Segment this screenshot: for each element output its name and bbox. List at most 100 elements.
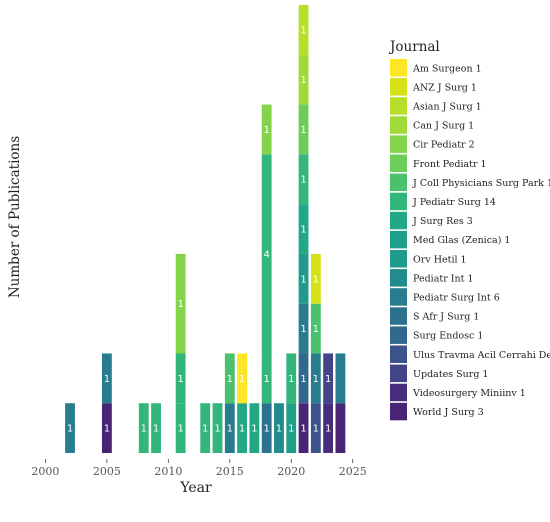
bar-segment-label-2005-1: 1 xyxy=(104,374,110,385)
bar-segment-2023-0 xyxy=(323,403,334,453)
legend-swatch-11 xyxy=(390,269,407,287)
legend-label-4: Cir Pediatr 2 xyxy=(413,140,475,151)
legend-swatch-15 xyxy=(390,345,407,363)
bar-segment-2021-1 xyxy=(298,353,309,404)
bar-segment-2018-2 xyxy=(261,154,272,354)
legend-swatch-5 xyxy=(390,154,407,172)
bar-segment-label-2013-0: 1 xyxy=(202,424,208,435)
bar-segment-2021-2 xyxy=(298,303,309,354)
bar-segment-2022-2 xyxy=(310,303,321,354)
bar-segment-label-2022-3: 1 xyxy=(313,274,319,285)
bar-segment-2018-3 xyxy=(261,104,272,155)
bar-segment-2022-3 xyxy=(310,253,321,304)
bar-segment-2021-0 xyxy=(298,403,309,453)
legend-swatch-7 xyxy=(390,192,407,211)
legend-label-12: Pediatr Surg Int 6 xyxy=(413,292,500,303)
legend-label-17: Videosurgery Miniinv 1 xyxy=(412,388,526,399)
bar-segment-2021-7 xyxy=(298,54,309,105)
bar-segment-2021-5 xyxy=(298,154,309,205)
legend-label-18: World J Surg 3 xyxy=(413,407,484,418)
bar-segment-label-2021-6: 1 xyxy=(300,125,306,136)
bar-segment-label-2018-0: 1 xyxy=(263,424,269,435)
legend-swatch-4 xyxy=(390,135,407,153)
bar-segment-2021-4 xyxy=(298,204,309,254)
bar-segment-2020-1 xyxy=(286,353,297,404)
legend-label-2: Asian J Surg 1 xyxy=(412,101,482,112)
legend-label-10: Orv Hetil 1 xyxy=(413,254,467,265)
bar-segment-2011-0 xyxy=(175,403,186,453)
bar-segment-2016-1 xyxy=(237,353,248,404)
legend-swatch-12 xyxy=(390,288,407,306)
bar-segment-2023-1 xyxy=(323,353,334,404)
x-axis-title: Year xyxy=(179,480,212,496)
bar-segment-2014-0 xyxy=(212,403,223,453)
bar-segment-label-2021-1: 1 xyxy=(300,374,306,385)
x-tick-label-2020: 2020 xyxy=(277,465,305,478)
bar-segment-label-2008-0: 1 xyxy=(141,424,147,435)
legend-label-15: Ulus Travma Acil Cerrahi Derg 1 xyxy=(413,350,550,361)
legend-label-11: Pediatr Int 1 xyxy=(413,273,474,284)
x-tick-label-2010: 2010 xyxy=(154,465,182,478)
bar-segment-label-2021-8: 1 xyxy=(300,25,306,36)
legend-title: Journal xyxy=(388,39,440,55)
bar-segment-label-2020-1: 1 xyxy=(288,374,294,385)
legend-label-13: S Afr J Surg 1 xyxy=(413,312,479,323)
bar-segment-2019-0 xyxy=(274,403,284,453)
bar-segment-2011-1 xyxy=(175,353,186,404)
bar-segment-2024-0 xyxy=(335,403,346,453)
bar-segment-label-2020-0: 1 xyxy=(288,424,294,435)
bar-segment-2009-0 xyxy=(151,403,161,453)
legend-label-7: J Pediatr Surg 14 xyxy=(412,197,496,208)
bar-segment-label-2018-3: 1 xyxy=(263,125,269,136)
x-axis: 2000 2005 2010 2015 2020 2025 xyxy=(31,459,367,478)
bar-segment-2002-0 xyxy=(65,403,75,453)
bar-segment-label-2023-1: 1 xyxy=(325,374,331,385)
legend-swatch-13 xyxy=(390,307,407,325)
legend-label-0: Am Surgeon 1 xyxy=(412,63,482,74)
bar-segment-label-2022-0: 1 xyxy=(313,424,319,435)
bar-segment-label-2009-0: 1 xyxy=(153,424,159,435)
bar-segment-label-2015-0: 1 xyxy=(227,424,233,435)
legend-swatch-17 xyxy=(390,383,407,402)
y-axis-title: Number of Publications xyxy=(7,136,23,298)
bar-segment-label-2016-1: 1 xyxy=(239,374,245,385)
bar-segment-label-2021-7: 1 xyxy=(300,75,306,86)
bar-segment-2021-3 xyxy=(298,253,309,304)
bar-segment-2020-0 xyxy=(286,403,297,453)
bar-segment-2015-0 xyxy=(224,403,235,453)
bar-segment-2018-1 xyxy=(261,353,272,404)
bar-segment-2005-1 xyxy=(101,353,112,404)
legend-swatch-1 xyxy=(390,78,407,96)
legend-swatch-3 xyxy=(390,116,407,134)
bar-segment-label-2011-2: 1 xyxy=(177,299,183,310)
bar-segment-2021-8 xyxy=(298,5,309,55)
legend-label-16: Updates Surg 1 xyxy=(413,369,488,380)
legend-label-6: J Coll Physicians Surg Park 1 xyxy=(412,178,550,189)
bar-segment-label-2015-1: 1 xyxy=(227,374,233,385)
bar-segment-label-2016-0: 1 xyxy=(239,424,245,435)
bar-segment-label-2011-0: 1 xyxy=(177,424,183,435)
bar-segment-2024-1 xyxy=(335,353,346,404)
bar-segment-label-2014-0: 1 xyxy=(214,424,220,435)
bar-segment-label-2021-5: 1 xyxy=(300,175,306,186)
bar-segment-2015-1 xyxy=(224,353,235,404)
legend-swatch-9 xyxy=(390,230,407,249)
bar-segment-2018-0 xyxy=(261,403,272,453)
bar-segment-label-2021-3: 1 xyxy=(300,274,306,285)
bar-segment-label-2022-2: 1 xyxy=(313,324,319,335)
x-tick-label-2015: 2015 xyxy=(216,465,244,478)
bar-segment-label-2002-0: 1 xyxy=(67,424,73,435)
bar-segment-label-2021-4: 1 xyxy=(300,225,306,236)
bar-segment-label-2022-1: 1 xyxy=(313,374,319,385)
legend-label-3: Can J Surg 1 xyxy=(413,121,474,132)
bar-segment-label-2017-0: 1 xyxy=(251,424,257,435)
bar-segment-label-2021-2: 1 xyxy=(300,324,306,335)
legend-label-1: ANZ J Surg 1 xyxy=(412,82,477,93)
bar-segment-label-2018-1: 1 xyxy=(263,374,269,385)
bar-segment-2017-0 xyxy=(249,403,260,453)
bar-segment-2008-0 xyxy=(138,403,149,453)
bar-segment-2021-6 xyxy=(298,104,309,155)
bar-segment-label-2021-0: 1 xyxy=(300,424,306,435)
